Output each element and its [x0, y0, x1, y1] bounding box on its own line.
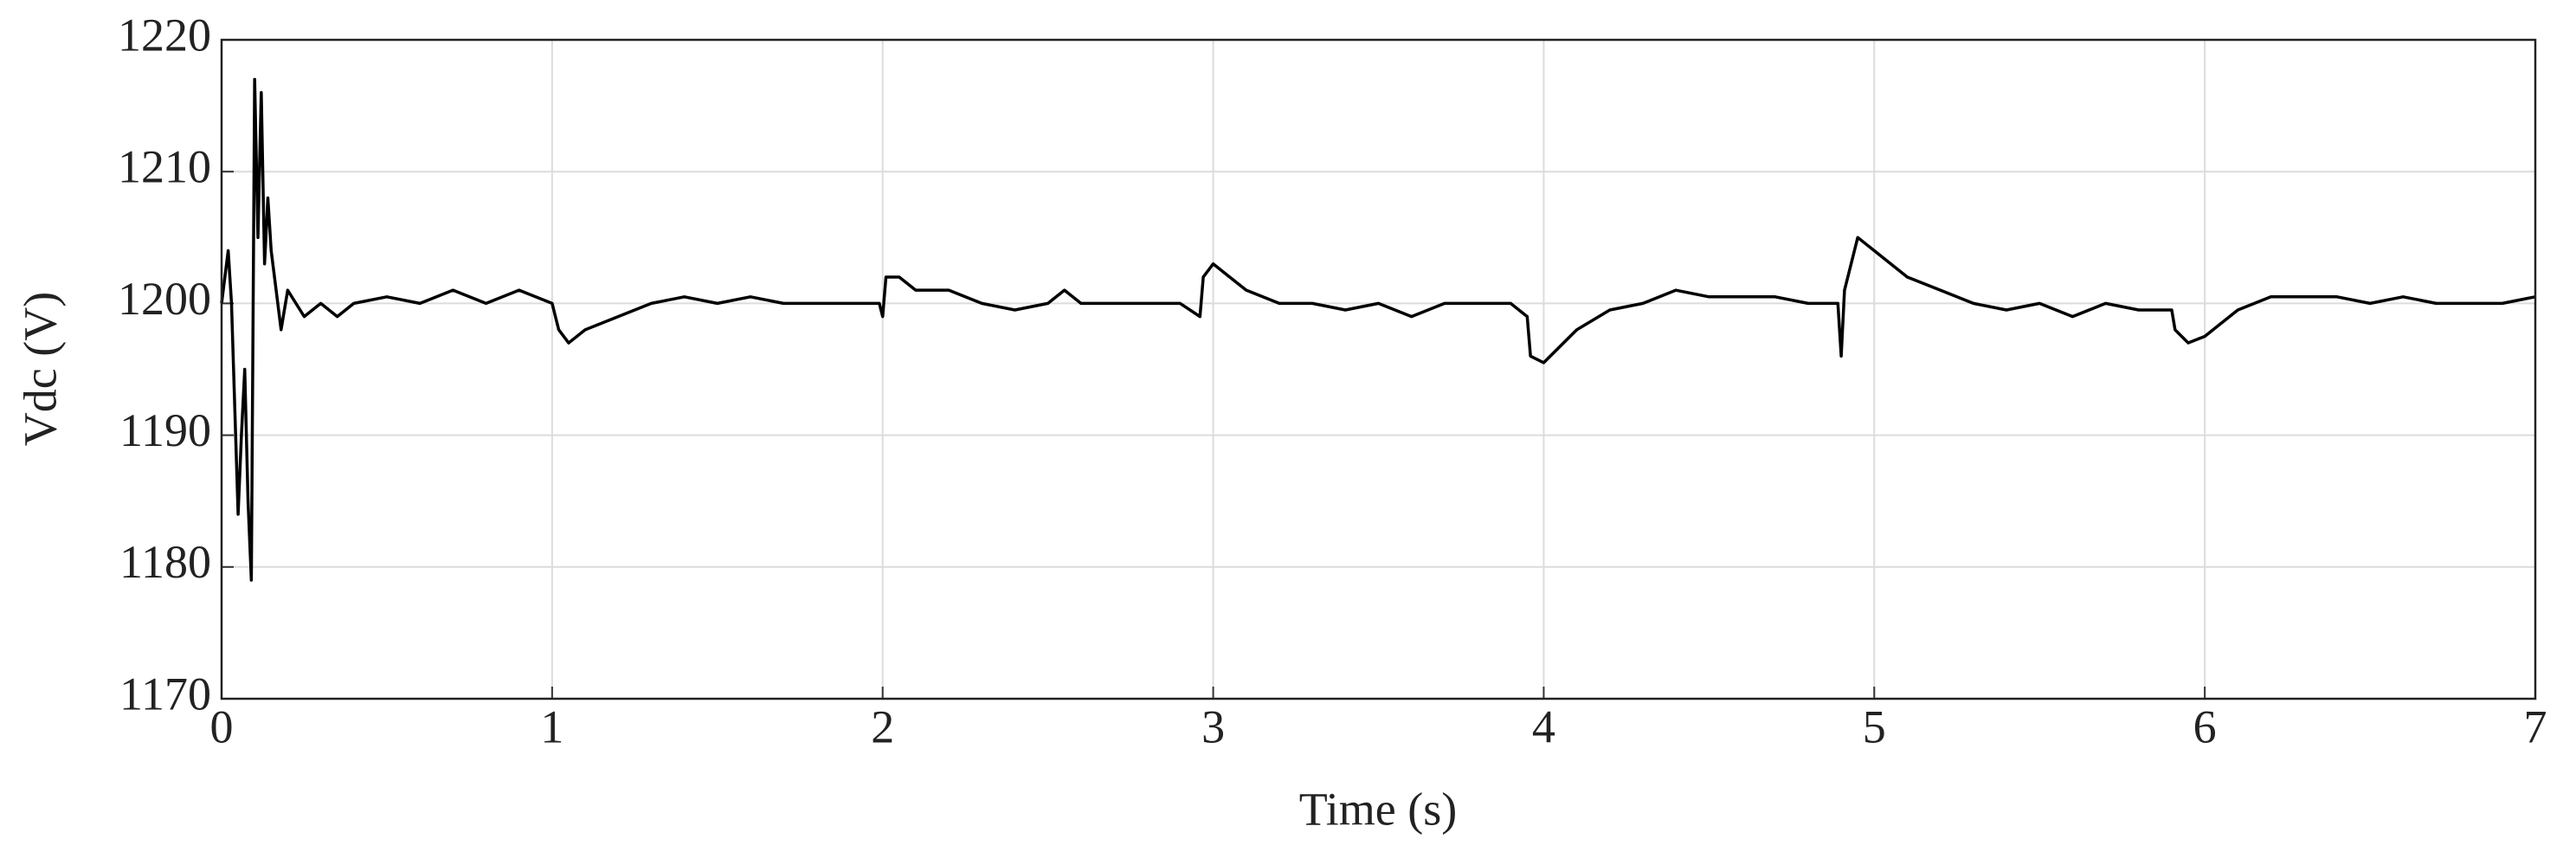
y-tick-label: 1200 [118, 273, 211, 325]
x-tick-label: 4 [1532, 700, 1555, 752]
y-axis-label: Vdc (V) [14, 292, 66, 446]
x-tick-label: 1 [540, 700, 564, 752]
x-tick-label: 2 [871, 700, 894, 752]
y-tick-label: 1180 [119, 536, 211, 588]
x-tick-label: 0 [210, 700, 234, 752]
plot-frame [220, 38, 2537, 700]
plot [220, 77, 2536, 582]
grid [221, 39, 2536, 700]
y-tick-label: 1170 [119, 668, 211, 720]
y-tick-label: 1210 [118, 141, 211, 193]
data-line [220, 77, 2536, 582]
y-tick-label: 1190 [119, 404, 211, 456]
x-tick-label: 5 [1863, 700, 1886, 752]
x-axis-label: Time (s) [1299, 783, 1458, 835]
x-tick-label: 7 [2524, 700, 2547, 752]
y-tick-label: 1220 [118, 9, 211, 61]
x-tick-label: 3 [1201, 700, 1225, 752]
x-tick-label: 6 [2193, 700, 2217, 752]
